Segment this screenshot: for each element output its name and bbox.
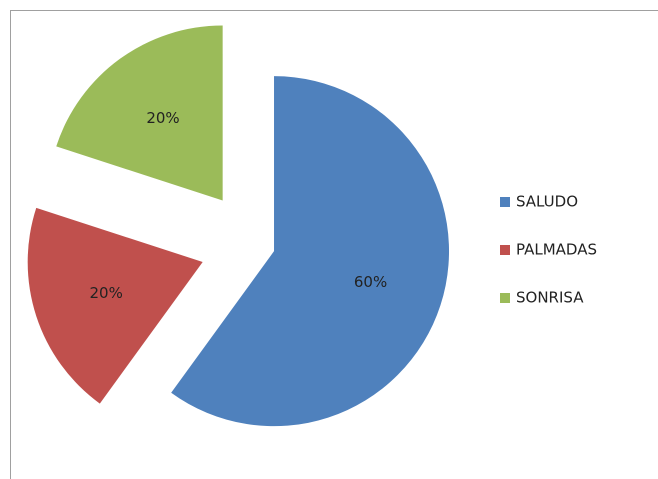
pie-slice [171,76,450,427]
data-label: 60% [354,273,387,291]
legend-swatch [500,293,510,303]
legend-swatch [500,245,510,255]
legend-label: SONRISA [516,289,584,307]
legend-swatch [500,197,510,207]
data-label: 20% [146,109,179,127]
pie-slice [56,25,223,201]
pie-slice [27,207,203,404]
legend-label: SALUDO [516,193,578,211]
data-label: 20% [89,284,122,302]
legend-label: PALMADAS [516,241,597,259]
